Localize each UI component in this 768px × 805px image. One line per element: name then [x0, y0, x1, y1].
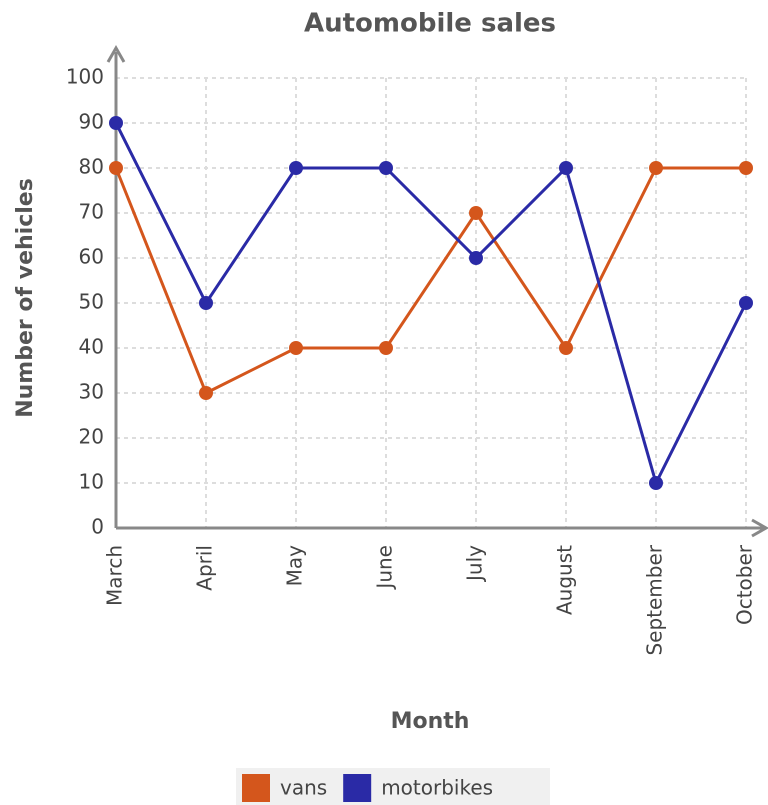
data-point — [649, 476, 663, 490]
y-tick-label: 90 — [79, 110, 104, 134]
x-tick-label: April — [193, 545, 217, 591]
data-point — [109, 116, 123, 130]
data-point — [289, 341, 303, 355]
y-tick-label: 10 — [79, 470, 104, 494]
x-tick-label: August — [553, 545, 577, 615]
data-point — [199, 386, 213, 400]
x-tick-label: March — [103, 545, 127, 606]
data-point — [469, 251, 483, 265]
data-point — [739, 161, 753, 175]
legend-swatch — [242, 774, 270, 802]
data-point — [559, 161, 573, 175]
x-tick-label: July — [463, 545, 487, 583]
y-tick-label: 30 — [79, 380, 104, 404]
data-point — [739, 296, 753, 310]
series-line — [114, 122, 748, 488]
legend-box — [236, 768, 550, 805]
grid — [115, 77, 747, 529]
data-point — [109, 161, 123, 175]
x-tick-label: June — [373, 545, 397, 591]
x-tick-label: May — [283, 545, 307, 587]
legend-label: vans — [280, 776, 327, 800]
y-tick-label: 100 — [66, 65, 104, 89]
chart-title: Automobile sales — [304, 9, 556, 39]
x-tick-label: September — [643, 544, 667, 655]
data-point — [379, 161, 393, 175]
y-tick-label: 70 — [79, 200, 104, 224]
y-axis-arrow — [106, 44, 126, 63]
legend-swatch — [343, 774, 372, 802]
data-point — [649, 161, 663, 175]
x-axis-arrow — [751, 518, 768, 538]
legend-label: motorbikes — [381, 776, 493, 800]
axes — [106, 44, 768, 538]
data-point — [559, 341, 573, 355]
x-axis-title: Month — [391, 709, 470, 734]
y-tick-label: 50 — [79, 290, 104, 314]
y-axis-title: Number of vehicles — [13, 178, 38, 418]
data-point — [199, 296, 213, 310]
data-point — [289, 161, 303, 175]
data-point — [469, 206, 483, 220]
y-tick-label: 60 — [79, 245, 104, 269]
y-tick-label: 80 — [79, 155, 104, 179]
y-tick-label: 20 — [79, 425, 104, 449]
y-tick-label: 40 — [79, 335, 104, 359]
y-tick-label: 0 — [91, 515, 104, 539]
x-tick-label: October — [733, 544, 757, 625]
plot — [109, 116, 753, 490]
series-line — [114, 166, 746, 396]
data-point — [379, 341, 393, 355]
